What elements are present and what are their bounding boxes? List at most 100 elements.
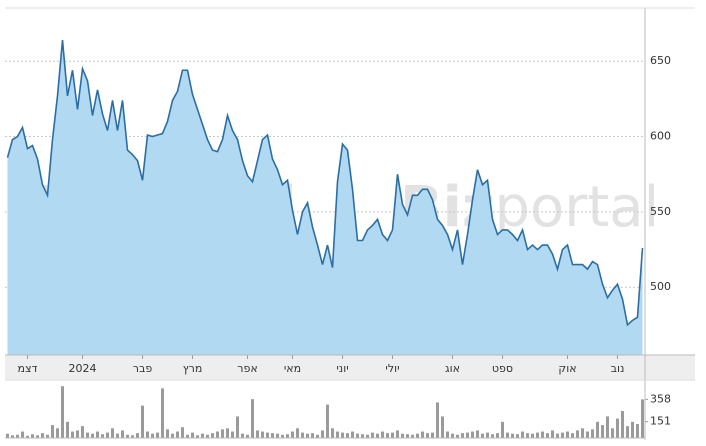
volume-bar [216, 431, 219, 438]
volume-bar [351, 431, 354, 438]
volume-bar [591, 429, 594, 438]
volume-bar [11, 435, 14, 438]
volume-bar [151, 433, 154, 438]
volume-bar [491, 434, 494, 438]
volume-bar [86, 432, 89, 438]
y-tick-label: 600 [650, 130, 671, 143]
volume-bar [96, 431, 99, 438]
volume-bar [576, 430, 579, 438]
volume-bar [381, 431, 384, 438]
volume-bar [396, 430, 399, 438]
volume-bar [286, 434, 289, 438]
x-axis-strip-right [645, 355, 695, 380]
volume-bar [476, 430, 479, 438]
volume-bar [431, 432, 434, 438]
volume-bar [531, 433, 534, 438]
volume-bar [526, 433, 529, 438]
volume-bar [311, 433, 314, 438]
volume-bar [276, 433, 279, 438]
volume-bar [271, 433, 274, 438]
line [6, 40, 644, 327]
volume-bar [41, 433, 44, 438]
volume-bar [136, 433, 139, 438]
volume-bar [61, 386, 64, 438]
volume-bar [416, 433, 419, 438]
volume-bar [106, 432, 109, 438]
volume-bar [596, 421, 599, 438]
volume-bar [116, 433, 119, 438]
volume-bar [221, 429, 224, 438]
volume-bar [181, 427, 184, 438]
volume-bar [211, 433, 214, 438]
volume-bar [466, 432, 469, 438]
volume-bar [231, 431, 234, 438]
volume-bar [546, 433, 549, 438]
volume-bar [456, 434, 459, 438]
volume-bar [386, 433, 389, 438]
volume-bar [636, 423, 639, 438]
volume-bar [161, 388, 164, 438]
x-tick-label: אוק [558, 362, 576, 375]
volume-bar [566, 431, 569, 438]
volume-bar [541, 431, 544, 438]
volume-bar [346, 433, 349, 438]
volume-bar [296, 428, 299, 438]
volume-bar [226, 428, 229, 438]
volume-bar [36, 435, 39, 438]
y-tick-label: 358 [650, 392, 671, 405]
volume-bar [291, 431, 294, 438]
volume-bar [626, 426, 629, 438]
x-tick-label: מרץ [183, 362, 203, 375]
volume-bar [601, 425, 604, 438]
volume-bar [446, 431, 449, 438]
volume-bar [6, 433, 9, 438]
volume-bar [206, 434, 209, 438]
area [7, 40, 643, 355]
volume-bar [56, 428, 59, 438]
volume-bar [246, 434, 249, 438]
volume-bar [361, 434, 364, 438]
volume-bar [411, 434, 414, 438]
volume-bar [66, 421, 69, 438]
x-tick-label: נוב [611, 362, 625, 375]
volume-bar [186, 434, 189, 438]
volume-bar [611, 428, 614, 438]
volume-bar [171, 433, 174, 438]
x-tick-label: יוני [336, 362, 348, 375]
volume-bar [21, 431, 24, 438]
volume-bar [606, 416, 609, 438]
volume-bar [516, 434, 519, 438]
volume-bar [376, 433, 379, 438]
volume-bar [251, 399, 254, 438]
y-tick-label: 151 [650, 415, 671, 428]
volume-bar [371, 432, 374, 438]
volume-bar [511, 433, 514, 438]
volume-bar [521, 431, 524, 438]
volume-bar [191, 432, 194, 438]
volume-bar [366, 434, 369, 438]
x-axis-strip [5, 355, 645, 380]
volume-bar [261, 431, 264, 438]
x-tick-label: אפר [237, 362, 257, 375]
volume-bar [356, 433, 359, 438]
volume-bar [496, 433, 499, 438]
volume-bar [631, 421, 634, 438]
volume-bar [486, 432, 489, 438]
volume-bar [176, 431, 179, 438]
volume-bar [141, 405, 144, 438]
y-tick-label: 650 [650, 54, 671, 67]
volume-bar [401, 433, 404, 438]
volume-bar [321, 430, 324, 438]
volume-bar [101, 434, 104, 438]
volume-bar [46, 434, 49, 438]
volume-bar [421, 431, 424, 438]
volume-bar [281, 434, 284, 438]
x-tick-label: יולי [385, 362, 399, 375]
volume-bar [461, 433, 464, 438]
volume-bar [126, 434, 129, 438]
y-tick-label: 550 [650, 205, 671, 218]
volume-bar [341, 432, 344, 438]
x-tick-label: פבר [133, 362, 153, 375]
volume-bar [506, 432, 509, 438]
